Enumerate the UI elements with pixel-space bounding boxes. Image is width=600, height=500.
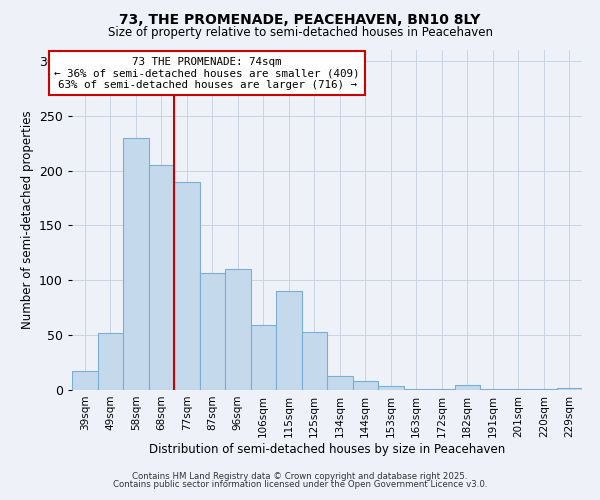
- Bar: [251, 326, 276, 390]
- Bar: [225, 270, 251, 390]
- Bar: [72, 372, 97, 390]
- Bar: [480, 389, 505, 390]
- Bar: [378, 386, 404, 390]
- Text: Size of property relative to semi-detached houses in Peacehaven: Size of property relative to semi-detach…: [107, 26, 493, 39]
- Text: Contains public sector information licensed under the Open Government Licence v3: Contains public sector information licen…: [113, 480, 487, 489]
- Bar: [455, 384, 480, 390]
- Bar: [505, 389, 531, 390]
- Text: Contains HM Land Registry data © Crown copyright and database right 2025.: Contains HM Land Registry data © Crown c…: [132, 472, 468, 481]
- Bar: [97, 333, 123, 390]
- Bar: [123, 138, 149, 390]
- Bar: [557, 388, 582, 390]
- Bar: [302, 332, 327, 390]
- Bar: [429, 389, 455, 390]
- Bar: [174, 182, 199, 390]
- Y-axis label: Number of semi-detached properties: Number of semi-detached properties: [20, 110, 34, 330]
- X-axis label: Distribution of semi-detached houses by size in Peacehaven: Distribution of semi-detached houses by …: [149, 442, 505, 456]
- Bar: [353, 381, 378, 390]
- Bar: [531, 389, 557, 390]
- Bar: [404, 389, 429, 390]
- Bar: [149, 165, 174, 390]
- Text: 73 THE PROMENADE: 74sqm
← 36% of semi-detached houses are smaller (409)
63% of s: 73 THE PROMENADE: 74sqm ← 36% of semi-de…: [55, 57, 360, 90]
- Text: 73, THE PROMENADE, PEACEHAVEN, BN10 8LY: 73, THE PROMENADE, PEACEHAVEN, BN10 8LY: [119, 12, 481, 26]
- Bar: [327, 376, 353, 390]
- Bar: [276, 292, 302, 390]
- Bar: [199, 272, 225, 390]
